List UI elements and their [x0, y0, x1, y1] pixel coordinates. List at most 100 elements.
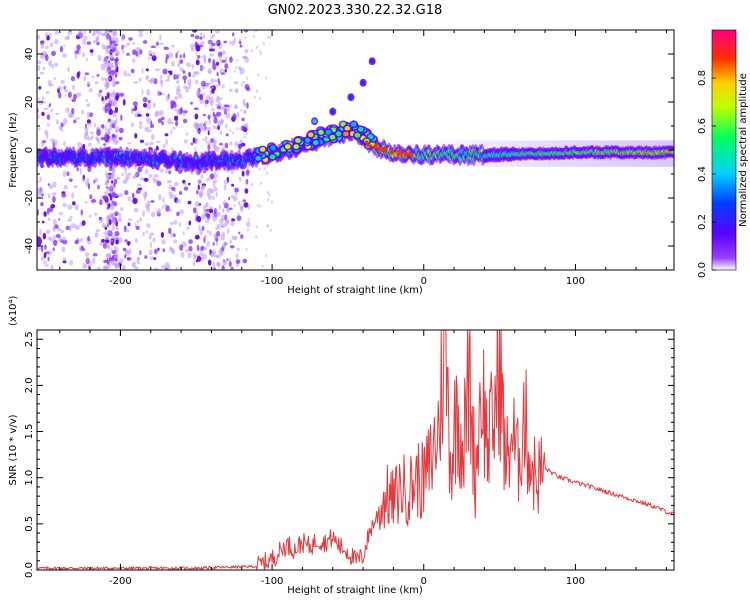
spectrogram-noise-speckle — [228, 196, 231, 201]
spectrogram-noise-speckle — [83, 75, 87, 82]
spectrogram-noise-speckle — [136, 49, 141, 54]
spectrogram-noise-speckle — [155, 68, 160, 72]
spectrogram-noise-speckle — [60, 229, 64, 234]
spectrogram-noise-speckle — [210, 35, 214, 40]
spectrogram-noise-speckle — [84, 201, 88, 204]
spectrogram-noise-speckle — [111, 217, 117, 223]
spectrogram-ridge-blob — [343, 131, 349, 137]
spectrogram-noise-speckle — [212, 181, 216, 188]
spectrogram-noise-speckle — [159, 168, 165, 173]
spectrogram-noise-speckle — [37, 113, 40, 120]
spectrogram-noise-speckle — [225, 133, 229, 137]
spectrogram-noise-speckle — [222, 259, 227, 266]
spectrogram-noise-speckle — [201, 138, 205, 141]
spectrogram-noise-speckle — [266, 190, 270, 195]
y-tick-label: 2.5 — [24, 331, 35, 347]
spectrogram-noise-speckle — [200, 41, 205, 46]
spectrogram-noise-speckle — [133, 81, 139, 84]
spectrogram-noise-speckle — [119, 127, 124, 134]
spectrogram-noise-speckle — [218, 80, 221, 86]
spectrogram-noise-speckle — [195, 45, 201, 52]
spectrogram-noise-speckle — [69, 215, 73, 219]
spectrogram-noise-speckle — [182, 118, 188, 124]
spectrogram-noise-speckle — [118, 136, 123, 141]
spectrogram-noise-speckle — [223, 184, 227, 191]
spectrogram-noise-speckle — [142, 103, 148, 108]
spectrogram-noise-speckle — [220, 223, 225, 229]
spectrogram-noise-speckle — [198, 179, 202, 184]
spectrogram-noise-speckle — [162, 248, 166, 253]
spectrogram-noise-speckle — [119, 258, 124, 264]
spectrogram-noise-speckle — [173, 74, 177, 80]
spectrogram-noise-speckle — [157, 118, 163, 124]
spectrogram-noise-speckle — [107, 128, 112, 132]
spectrogram-noise-speckle — [200, 256, 204, 262]
spectrogram-noise-speckle — [119, 92, 125, 97]
spectrogram-ridge-core — [382, 146, 387, 150]
spectrogram-noise-speckle — [106, 120, 109, 124]
spectrogram-noise-speckle — [228, 261, 232, 267]
spectrogram-noise-speckle — [86, 255, 89, 263]
spectrogram-noise-speckle — [49, 32, 52, 39]
spectrogram-noise-speckle — [173, 108, 177, 112]
spectrogram-noise-speckle — [174, 95, 179, 101]
spectrogram-noise-speckle — [111, 250, 117, 255]
spectrogram-noise-speckle — [120, 114, 123, 121]
spectrogram-noise-speckle — [187, 252, 192, 259]
spectrogram-noise-speckle — [82, 52, 86, 58]
spectrogram-noise-speckle — [110, 174, 115, 180]
spectrogram-noise-speckle — [39, 176, 42, 182]
spectrogram-noise-speckle — [216, 111, 222, 117]
spectrogram-branch-point — [312, 119, 317, 124]
spectrogram-noise-speckle — [215, 240, 218, 246]
snr-y-axis: 0.0 0.5 1.0 1.5 2.0 2.5 — [24, 331, 674, 578]
spectrogram-noise-speckle — [105, 49, 110, 55]
spectrogram-noise-speckle — [169, 71, 173, 76]
spectrogram-noise-speckle — [155, 210, 160, 213]
spectrogram-noise-speckle — [68, 224, 72, 232]
spectrogram-noise-speckle — [167, 74, 170, 81]
spectrogram-noise-speckle — [114, 37, 119, 44]
spectrogram-noise-speckle — [220, 72, 226, 75]
spectrogram-noise-speckle — [127, 222, 131, 226]
spectrogram-noise-speckle — [73, 93, 78, 100]
spectrogram-noise-speckle — [180, 251, 185, 258]
spectrogram-noise-speckle — [168, 184, 172, 190]
spectrogram-noise-speckle — [262, 42, 265, 46]
spectrogram-noise-speckle — [86, 41, 92, 45]
spectrogram-noise-speckle — [64, 89, 69, 93]
spectrogram-y-axis: -40 -20 0 20 40 — [24, 29, 674, 271]
figure-title: GN02.2023.330.22.32.G18 — [268, 3, 443, 18]
spectrogram-noise-speckle — [37, 246, 42, 251]
spectrogram-noise-speckle — [101, 76, 104, 82]
spectrogram-noise-speckle — [136, 111, 140, 115]
spectrogram-ridge-blob — [293, 144, 300, 150]
spectrogram-noise-speckle — [219, 218, 224, 225]
spectrogram-noise-speckle — [115, 239, 119, 245]
spectrogram-noise-speckle — [269, 35, 272, 40]
spectrogram-noise-speckle — [162, 196, 165, 203]
spectrogram-noise-speckle — [104, 108, 109, 114]
spectrogram-noise-speckle — [121, 264, 126, 270]
spectrogram-image — [37, 30, 674, 270]
spectrogram-noise-speckle — [199, 36, 203, 40]
spectrogram-noise-speckle — [150, 133, 155, 141]
spectrogram-noise-speckle — [94, 232, 99, 238]
spectrogram-noise-speckle — [73, 185, 78, 189]
spectrogram-noise-speckle — [126, 73, 131, 77]
spectrogram-noise-speckle — [216, 71, 219, 77]
spectrogram-noise-speckle — [108, 30, 113, 33]
spectrogram-noise-speckle — [57, 85, 63, 91]
spectrogram-noise-speckle — [176, 108, 181, 115]
spectrogram-noise-speckle — [212, 179, 218, 184]
spectrogram-noise-speckle — [259, 96, 262, 101]
spectrogram-noise-speckle — [58, 211, 64, 216]
spectrogram-noise-speckle — [161, 264, 167, 269]
spectrogram-noise-speckle — [37, 60, 42, 65]
x-tick-label: 0 — [421, 576, 427, 587]
spectrogram-ridge-blob — [270, 145, 276, 151]
spectrogram-noise-speckle — [152, 237, 156, 243]
spectrogram-noise-speckle — [72, 201, 76, 206]
spectrogram-noise-speckle — [219, 97, 223, 101]
spectrogram-noise-speckle — [159, 110, 164, 117]
